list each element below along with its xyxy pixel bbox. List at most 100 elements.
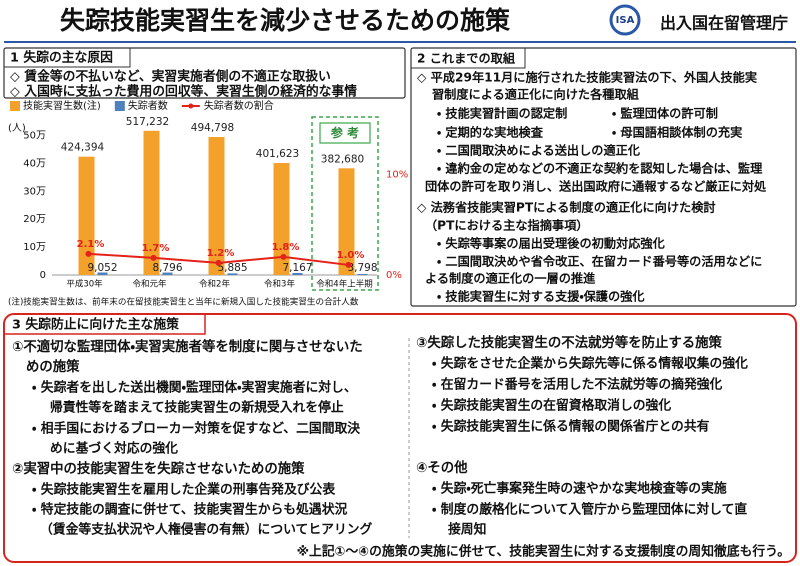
- data-label: 517,232: [126, 116, 169, 128]
- data-label: 7,167: [282, 262, 312, 274]
- section2-line: ・ 二国間取決めによる送出しの適正化: [437, 143, 641, 158]
- logo-mark: [609, 4, 641, 36]
- data-label: 1.7%: [142, 243, 170, 254]
- measure-item: 接周知: [448, 522, 486, 538]
- data-label: 9,052: [87, 262, 117, 274]
- data-label: 5,885: [217, 262, 247, 274]
- data-label: 401,623: [256, 148, 299, 160]
- chart-note: (注)技能実習生数は、前年末の在留技能実習生と当年に新規入国した技能実習生の合計…: [8, 296, 359, 308]
- reference-box: [319, 122, 371, 144]
- x-tick-label: 平成30年: [66, 279, 103, 290]
- bar: [357, 273, 368, 275]
- section2-heading-frame: [411, 48, 526, 69]
- bar: [162, 272, 173, 275]
- section2-box: [410, 47, 797, 307]
- section2-line: よる制度の適正化の一層の推進: [425, 271, 596, 286]
- y-tick-label: 40万: [23, 158, 46, 169]
- section2-line: ◇ 平成29年11月に施行された技能実習法の下、外国人技能実: [417, 70, 758, 85]
- measure-item: ・ 失踪技能実習生を雇用した企業の刑事告発及び公表: [32, 482, 335, 498]
- section2-line: ・ 技能実習生に対する支援・保護の強化: [437, 289, 645, 304]
- measure-item: ・ 失踪者を出した送出機関・監理団体・実習実施者に対し、: [32, 380, 357, 396]
- section3-heading-frame: [4, 314, 206, 335]
- section2-heading: 2 これまでの取組: [417, 51, 516, 66]
- measure-heading: ④その他: [416, 459, 468, 476]
- logo-text: ISA: [616, 15, 635, 26]
- section2-line: ・ 技能実習計画の認定制: [437, 106, 567, 121]
- measure-heading: ②実習中の技能実習生を失踪させないための施策: [12, 460, 305, 477]
- legend-label: 技能実習生数(注): [23, 99, 101, 112]
- measure-item: 帰責性等を踏まえて技能実習生の新規受入れを停止: [50, 400, 344, 416]
- y2-tick-label: 10%: [386, 169, 408, 180]
- section1-heading-frame: [4, 48, 131, 68]
- legend-swatch: [188, 103, 194, 109]
- section2-line: 団体の許可を取り消し、送出国政府に通報するなど厳正に対処: [425, 179, 767, 194]
- bar: [97, 272, 108, 275]
- measure-heading: ③失踪した技能実習生の不法就労等を防止する施策: [416, 334, 723, 351]
- line-point: [280, 253, 287, 260]
- data-label: 1.0%: [337, 250, 365, 261]
- line-point: [150, 254, 157, 261]
- bar: [78, 156, 95, 275]
- chart: 参 考 (人) (注)技能実習生数は、前年末の在留技能実習生と当年に新規入国した…: [8, 99, 408, 308]
- x-tick-label: 令和4年上半期: [316, 279, 372, 290]
- measure-item: ・ 制度の厳格化について入管庁から監理団体に対して直: [432, 502, 747, 518]
- section2-line: ・ 母国語相談体制の充実: [612, 125, 743, 140]
- data-label: 382,680: [321, 153, 364, 165]
- y-unit: (人): [8, 123, 26, 134]
- y2-tick-label: 0%: [386, 270, 402, 281]
- section2-line: ・ 違約金の定めなどの不適正な契約を認知した場合は、監理: [437, 161, 763, 176]
- measure-item: ・ 失踪をさせた企業から失踪先等に係る情報収集の強化: [432, 356, 748, 372]
- data-label: 494,798: [191, 122, 234, 134]
- section2-line: 習制度による適正化に向けた各種取組: [432, 87, 640, 102]
- y-tick-label: 10万: [23, 242, 46, 253]
- data-label: 2.1%: [77, 239, 105, 250]
- title: 失踪技能実習生を減少させるための施策: [60, 6, 511, 35]
- x-tick-label: 令和2年: [199, 279, 230, 290]
- measure-item: めに基づく対応の強化: [50, 441, 178, 457]
- measure-item: ・ 失踪・死亡事案発生時の速やかな実地検査等の実施: [432, 481, 727, 497]
- line-point: [215, 259, 222, 266]
- bar: [227, 273, 238, 275]
- data-label: 1.8%: [272, 242, 300, 253]
- measure-heading: めの施策: [26, 358, 80, 375]
- bar: [143, 130, 160, 275]
- bar: [208, 137, 225, 275]
- x-tick-label: 令和3年: [264, 279, 295, 290]
- data-label: 8,796: [152, 262, 182, 274]
- section2-line: ・ 監理団体の許可制: [612, 106, 718, 121]
- line-point: [85, 250, 92, 257]
- y-tick-label: 20万: [23, 214, 46, 225]
- section1-item: ◇ 入国時に支払った費用の回収等、実習生側の経済的な事情: [10, 84, 357, 100]
- bar: [292, 273, 303, 275]
- section3-heading: 3 失踪防止に向けた主な施策: [12, 317, 179, 333]
- data-label: 424,394: [61, 142, 105, 154]
- section1-item: ◇ 賃金等の不払いなど、実習実施者側の不適正な取扱い: [10, 69, 331, 85]
- legend-swatch: [10, 101, 20, 111]
- legend-label: 失踪者数の割合: [204, 99, 274, 112]
- measure-item: ・ 在留カード番号を活用した不法就労等の摘発強化: [432, 377, 723, 393]
- y-tick-label: 30万: [23, 186, 46, 197]
- section2-line: ◇ 法務省技能実習PTによる制度の適正化に向けた検討: [417, 200, 716, 215]
- measure-item: ・ 特定技能の調査に併せて、技能実習生からも処遇状況: [32, 502, 347, 518]
- section2-line: ・ 失踪等事案の届出受理後の初動対応強化: [437, 236, 666, 251]
- section3-box: [3, 313, 797, 563]
- section1-box: [3, 47, 406, 99]
- measure-heading: ①不適切な監理団体・実習実施者等を制度に関与させないた: [12, 338, 363, 355]
- measure-item: ・ 失踪技能実習生の在留資格取消しの強化: [432, 398, 671, 414]
- reference-label: 参 考: [330, 125, 359, 140]
- section2-line: ・ 二国間取決めや省令改正、在留カード番号等の活用などに: [437, 254, 762, 269]
- footnote: ※上記①～④の施策の実施に併せて、技能実習生に対する支援制度の周知徹底も行う。: [297, 544, 790, 560]
- section2-line: ・ 定期的な実地検査: [437, 125, 544, 140]
- measure-item: （賃金等支払状況や人権侵害の有無）についてヒアリング: [40, 522, 373, 538]
- line-point: [345, 261, 352, 268]
- bar: [273, 163, 290, 275]
- section1-heading: 1 失踪の主な原因: [10, 50, 113, 66]
- measure-item: ・ 失踪技能実習生に係る情報の関係省庁との共有: [432, 419, 710, 435]
- measure-item: ・ 相手国におけるブローカー対策を促すなど、二国間取決: [32, 421, 360, 437]
- data-label: 3,798: [347, 262, 377, 274]
- agency: 出入国在留管理庁: [660, 14, 788, 33]
- legend-swatch: [114, 101, 125, 111]
- y-tick-label: 50万: [23, 131, 46, 142]
- x-tick-label: 令和元年: [132, 279, 167, 290]
